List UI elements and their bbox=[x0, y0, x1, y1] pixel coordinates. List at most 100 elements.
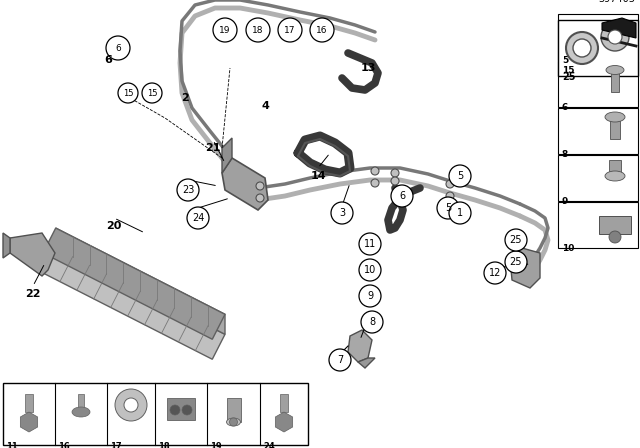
Circle shape bbox=[449, 165, 471, 187]
Circle shape bbox=[310, 18, 334, 42]
Circle shape bbox=[182, 405, 192, 415]
Bar bbox=[599, 216, 631, 234]
Polygon shape bbox=[602, 18, 636, 38]
Circle shape bbox=[329, 349, 351, 371]
Circle shape bbox=[359, 259, 381, 281]
Bar bbox=[610, 119, 620, 139]
Text: 25: 25 bbox=[562, 72, 575, 82]
Bar bbox=[167, 398, 195, 420]
Bar bbox=[611, 72, 619, 92]
Circle shape bbox=[124, 398, 138, 412]
Bar bbox=[3, 383, 308, 445]
Text: 19: 19 bbox=[220, 26, 231, 34]
Polygon shape bbox=[56, 228, 225, 334]
Polygon shape bbox=[275, 412, 292, 432]
Text: 6: 6 bbox=[104, 55, 112, 65]
Text: 6: 6 bbox=[115, 43, 121, 52]
Circle shape bbox=[177, 179, 199, 201]
Ellipse shape bbox=[605, 112, 625, 122]
Text: 3: 3 bbox=[339, 208, 345, 218]
Bar bbox=[558, 61, 638, 107]
Text: 15: 15 bbox=[123, 89, 133, 98]
Text: 7: 7 bbox=[337, 355, 343, 365]
Bar bbox=[558, 108, 638, 154]
Text: 17: 17 bbox=[284, 26, 296, 34]
Bar bbox=[609, 160, 621, 176]
Polygon shape bbox=[510, 248, 540, 288]
Circle shape bbox=[391, 169, 399, 177]
Text: 1: 1 bbox=[457, 208, 463, 218]
Text: 18: 18 bbox=[158, 442, 170, 448]
Circle shape bbox=[391, 177, 399, 185]
Bar bbox=[558, 155, 638, 201]
Text: 25: 25 bbox=[509, 235, 522, 245]
Circle shape bbox=[446, 180, 454, 188]
Circle shape bbox=[213, 18, 237, 42]
Circle shape bbox=[115, 389, 147, 421]
Circle shape bbox=[106, 36, 130, 60]
Text: 24: 24 bbox=[263, 442, 275, 448]
Bar bbox=[558, 20, 638, 76]
Circle shape bbox=[256, 182, 264, 190]
Bar bbox=[78, 394, 84, 412]
Polygon shape bbox=[358, 358, 375, 368]
Text: 23: 23 bbox=[182, 185, 194, 195]
Polygon shape bbox=[222, 158, 268, 210]
Bar bbox=[227, 398, 241, 422]
Text: 397405: 397405 bbox=[598, 0, 635, 4]
Circle shape bbox=[359, 233, 381, 255]
Text: 16: 16 bbox=[58, 442, 70, 448]
Circle shape bbox=[505, 229, 527, 251]
Text: 12: 12 bbox=[489, 268, 501, 278]
Text: 10: 10 bbox=[364, 265, 376, 275]
Text: 15: 15 bbox=[147, 89, 157, 98]
Circle shape bbox=[359, 285, 381, 307]
Circle shape bbox=[256, 194, 264, 202]
Bar bbox=[558, 202, 638, 248]
Circle shape bbox=[608, 30, 622, 44]
Circle shape bbox=[331, 202, 353, 224]
Circle shape bbox=[449, 202, 471, 224]
Circle shape bbox=[246, 18, 270, 42]
Circle shape bbox=[170, 405, 180, 415]
Text: 6: 6 bbox=[562, 103, 568, 112]
Circle shape bbox=[446, 192, 454, 200]
Text: 10: 10 bbox=[562, 244, 574, 253]
Text: 25: 25 bbox=[509, 257, 522, 267]
Bar bbox=[25, 394, 33, 412]
Circle shape bbox=[505, 251, 527, 273]
Circle shape bbox=[371, 179, 379, 187]
Polygon shape bbox=[10, 233, 55, 276]
Bar bbox=[558, 14, 638, 60]
Polygon shape bbox=[20, 412, 38, 432]
Text: 8: 8 bbox=[369, 317, 375, 327]
Circle shape bbox=[187, 207, 209, 229]
Text: 19
23: 19 23 bbox=[210, 442, 221, 448]
Ellipse shape bbox=[72, 407, 90, 417]
Circle shape bbox=[609, 231, 621, 243]
Text: 5: 5 bbox=[457, 171, 463, 181]
Circle shape bbox=[118, 83, 138, 103]
Text: 6: 6 bbox=[399, 191, 405, 201]
Text: 17: 17 bbox=[110, 442, 122, 448]
Polygon shape bbox=[3, 233, 10, 258]
Text: 14: 14 bbox=[310, 171, 326, 181]
Circle shape bbox=[278, 18, 302, 42]
Circle shape bbox=[437, 197, 459, 219]
Bar bbox=[280, 394, 288, 412]
Text: 24: 24 bbox=[192, 213, 204, 223]
Text: 2: 2 bbox=[181, 93, 189, 103]
Text: 20: 20 bbox=[106, 221, 122, 231]
Circle shape bbox=[230, 418, 237, 426]
Text: 11: 11 bbox=[6, 442, 18, 448]
Ellipse shape bbox=[606, 65, 624, 74]
Ellipse shape bbox=[227, 418, 241, 426]
Circle shape bbox=[573, 39, 591, 57]
Ellipse shape bbox=[605, 171, 625, 181]
Circle shape bbox=[484, 262, 506, 284]
Text: 16: 16 bbox=[316, 26, 328, 34]
Text: 18: 18 bbox=[252, 26, 264, 34]
Text: 5
15: 5 15 bbox=[562, 56, 575, 75]
Polygon shape bbox=[222, 138, 232, 173]
Polygon shape bbox=[348, 330, 372, 362]
